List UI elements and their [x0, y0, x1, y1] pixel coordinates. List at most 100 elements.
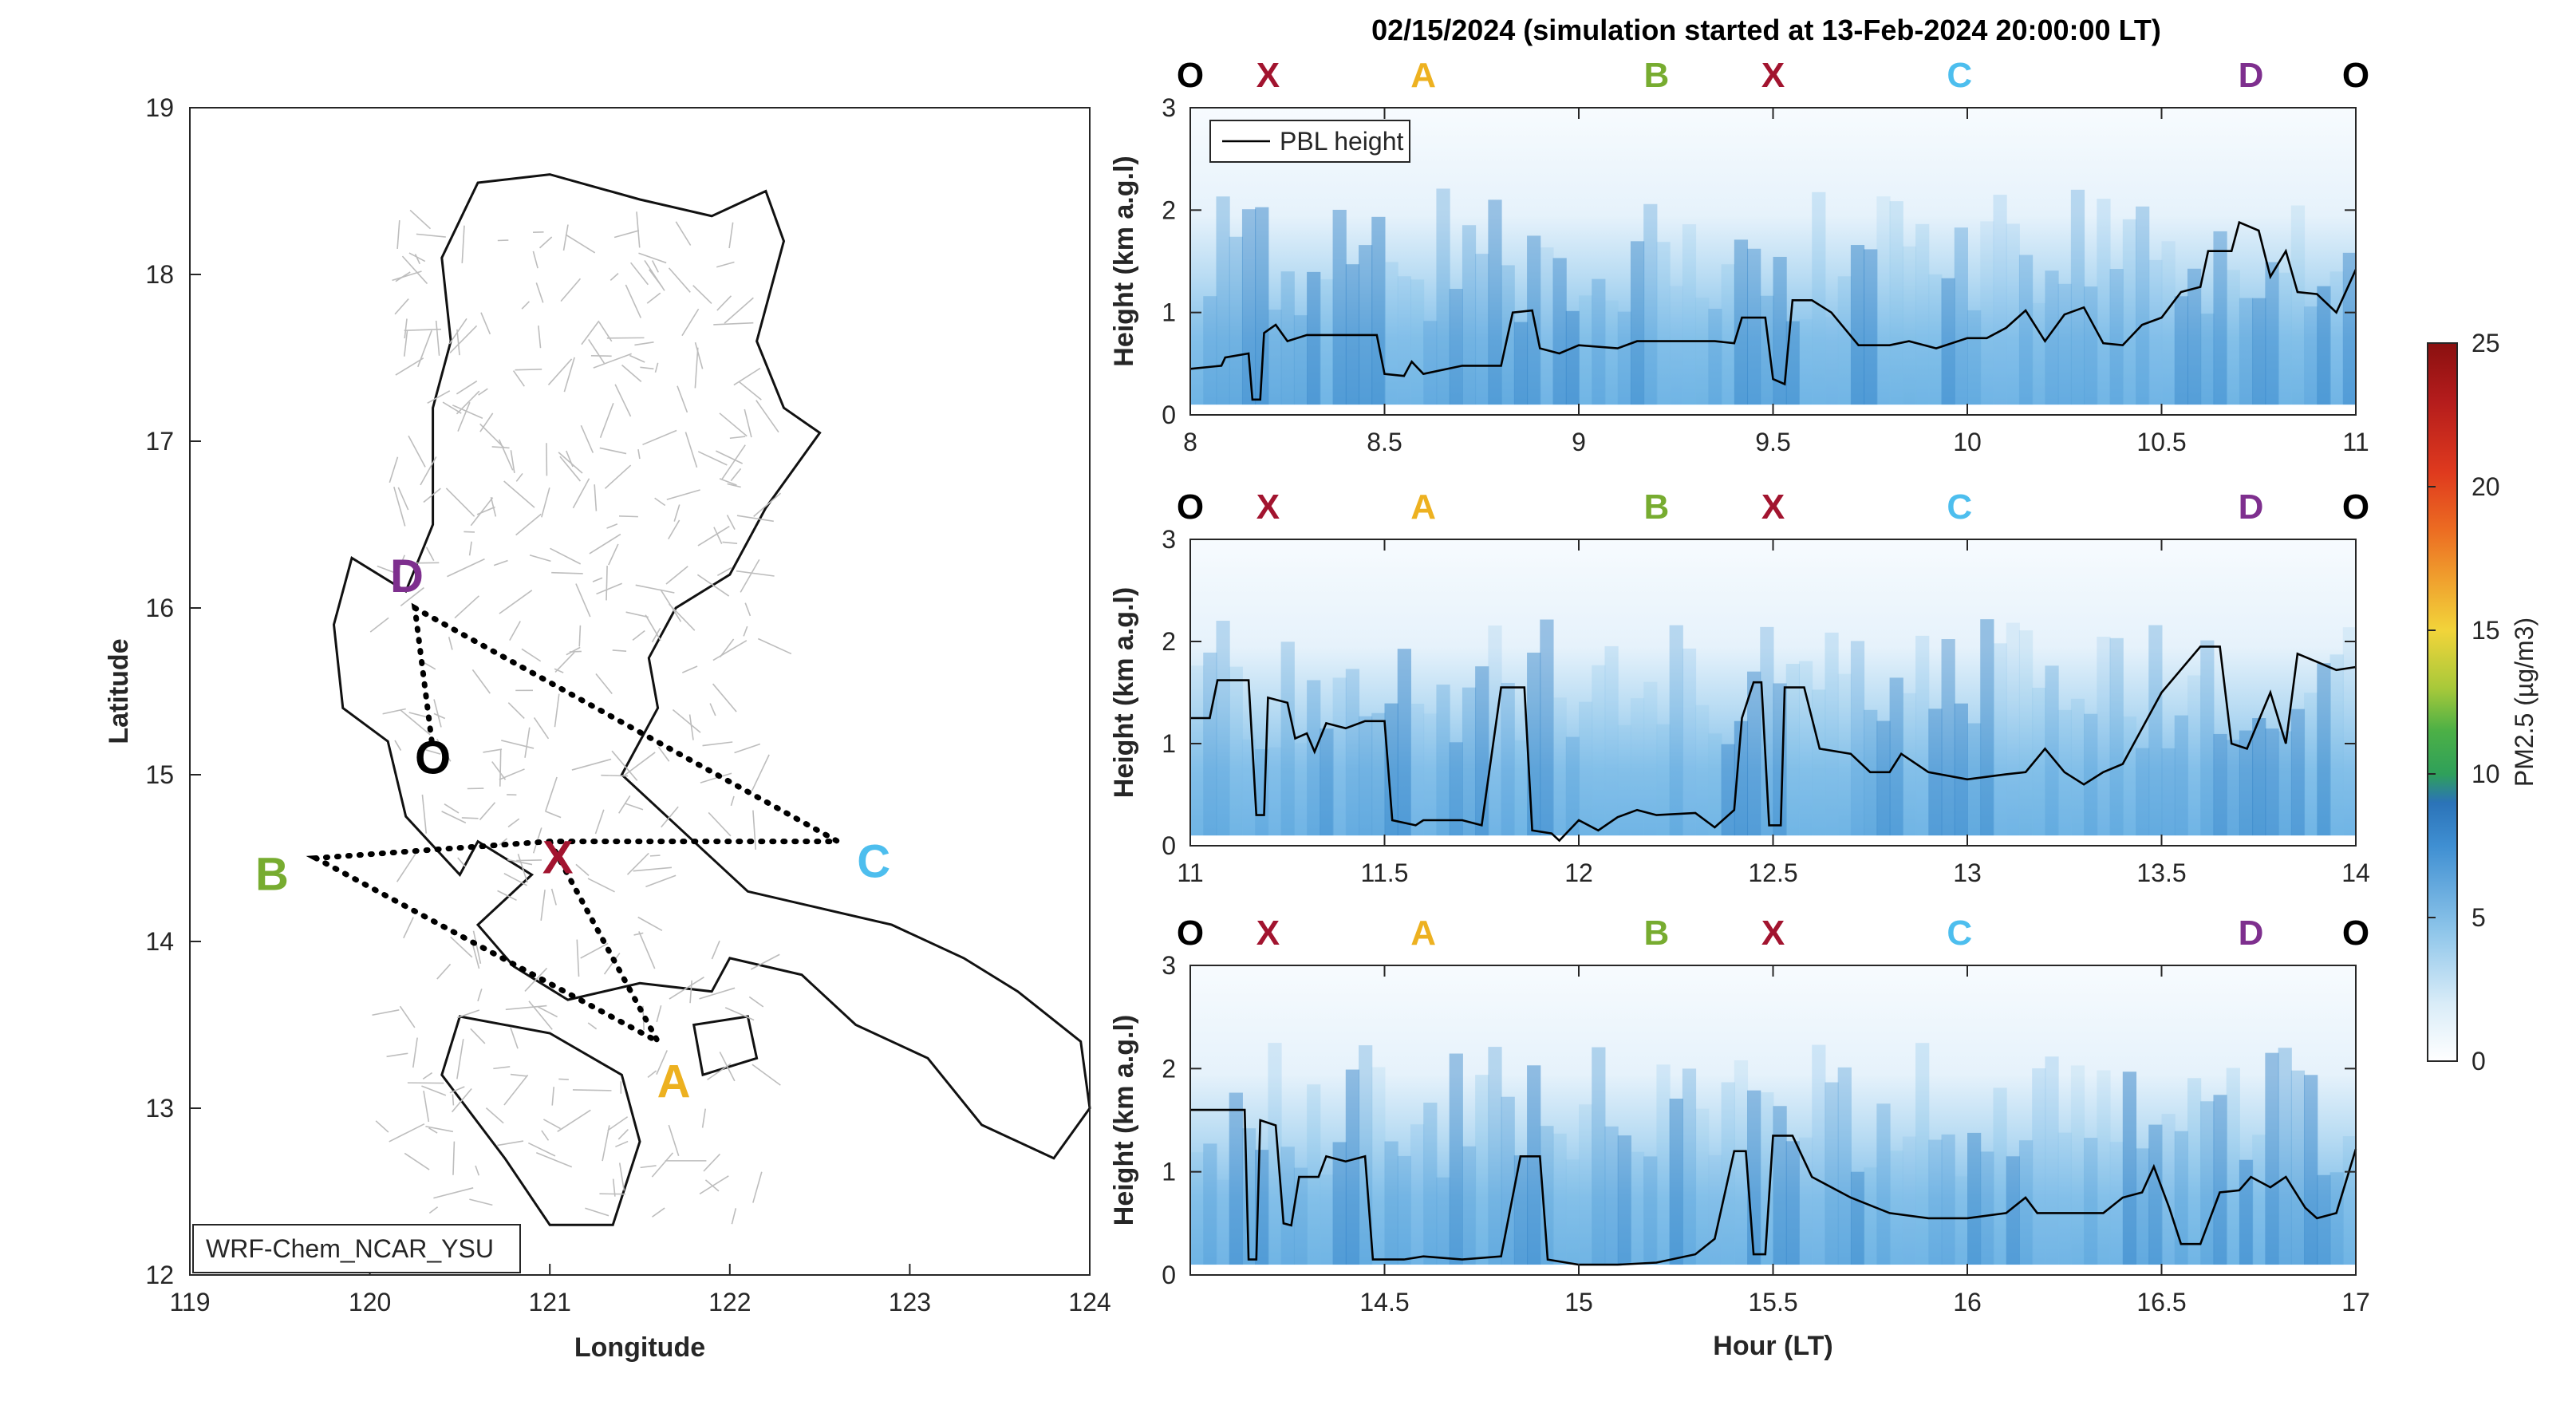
xtick-label: 10	[1953, 428, 1982, 456]
pm25-column	[1747, 1090, 1761, 1275]
pm25-column	[1617, 311, 1631, 415]
pm25-column	[1449, 742, 1463, 846]
boundary-line	[559, 456, 582, 482]
pm25-column	[1902, 246, 1917, 415]
boundary-line	[649, 855, 661, 857]
pm25-column	[2070, 189, 2085, 415]
xtick-label: 13	[1953, 858, 1982, 887]
boundary-line	[733, 367, 761, 386]
pm25-column	[1241, 739, 1256, 846]
pm25-column	[1216, 1179, 1230, 1275]
map-point-o: O	[415, 732, 451, 784]
boundary-line	[589, 533, 621, 555]
boundary-line	[669, 977, 704, 1000]
pm25-column	[1565, 1159, 1580, 1275]
boundary-line	[448, 318, 467, 345]
pm25-column	[1864, 249, 1878, 415]
map-point-b: B	[255, 849, 289, 901]
boundary-line	[456, 1039, 464, 1079]
pm25-column	[2317, 286, 2331, 415]
pm25-column	[1410, 279, 1425, 415]
boundary-line	[618, 795, 631, 814]
pm25-column	[1889, 201, 1903, 415]
boundary-line	[656, 1050, 668, 1076]
map-ytick-label: 19	[145, 93, 174, 122]
boundary-line	[751, 1064, 781, 1086]
boundary-line	[485, 1107, 504, 1124]
boundary-line	[566, 646, 581, 656]
pm25-column	[1423, 321, 1438, 415]
boundary-line	[668, 519, 680, 540]
boundary-line	[499, 838, 508, 846]
pm25-column	[2304, 306, 2318, 415]
pm25-column	[1268, 310, 1282, 415]
pbl-height-line	[1189, 220, 2357, 401]
pm25-column	[1540, 247, 1554, 415]
colorbar-tick-label: 20	[2471, 472, 2500, 501]
top-site-label-o: O	[1177, 914, 1204, 953]
boundary-line	[412, 1037, 418, 1068]
boundary-line	[433, 699, 442, 728]
boundary-line	[416, 233, 446, 238]
pm25-column	[1656, 1064, 1671, 1275]
boundary-line	[633, 866, 673, 872]
boundary-line	[657, 746, 670, 762]
boundary-line	[716, 295, 732, 311]
pm25-column	[1850, 641, 1865, 846]
boundary-line	[703, 1153, 721, 1172]
boundary-line	[509, 621, 521, 641]
pm25-field	[1190, 965, 2356, 1275]
boundary-line	[507, 818, 520, 828]
pm25-column	[1785, 1141, 1800, 1275]
boundary-line	[400, 709, 431, 736]
boundary-line	[377, 565, 395, 574]
pm25-column	[2187, 268, 2202, 415]
pm25-column	[2148, 1124, 2163, 1275]
boundary-line	[547, 358, 573, 385]
pm25-column	[1837, 276, 1852, 415]
boundary-line	[752, 810, 756, 850]
pm25-column	[1527, 1065, 1541, 1275]
pm25-column	[2329, 271, 2344, 415]
pm25-column	[1798, 1137, 1813, 1275]
boundary-line	[565, 234, 596, 254]
pm25-column	[2045, 270, 2059, 415]
boundary-line	[689, 980, 692, 1004]
boundary-line	[468, 541, 472, 556]
pm25-column	[1928, 708, 1943, 846]
top-site-label-o: O	[2342, 914, 2369, 953]
heatmap-panel-3: 14.5 15 15.5 16 16.5 17 0 1 2 3 Height (km a.g.l) H…	[1109, 914, 2370, 1361]
boundary-line	[635, 584, 675, 594]
boundary-line	[713, 527, 723, 544]
boundary-line	[612, 1178, 616, 1197]
boundary-line	[400, 586, 424, 606]
pm25-column	[2045, 1056, 2059, 1275]
boundary-line	[571, 758, 612, 771]
boundary-line	[507, 858, 533, 866]
pm25-column	[1320, 279, 1334, 415]
map-xtick-label: 119	[169, 1288, 210, 1316]
boundary-line	[580, 424, 594, 453]
pm25-column	[2006, 1156, 2020, 1275]
pm25-column	[1669, 625, 1683, 846]
boundary-line	[420, 456, 437, 486]
boundary-line	[396, 219, 400, 250]
panel-ylabel: Height (km a.g.l)	[1109, 1015, 1139, 1226]
boundary-line	[688, 714, 694, 740]
boundary-line	[470, 1028, 486, 1044]
pm25-column	[1915, 223, 1930, 415]
boundary-line	[472, 930, 482, 964]
pm25-column	[1527, 653, 1541, 846]
boundary-line	[445, 487, 475, 517]
pm25-column	[1371, 712, 1386, 846]
pm25-column	[1993, 1087, 2007, 1275]
pm25-column	[1902, 693, 1917, 846]
map-xtick-label: 120	[349, 1288, 391, 1316]
boundary-line	[433, 712, 446, 720]
pm25-column	[2317, 1174, 2331, 1275]
pm25-column	[2148, 259, 2163, 415]
boundary-line	[551, 1087, 555, 1106]
boundary-line	[452, 1094, 455, 1106]
pm25-column	[1462, 1146, 1477, 1275]
pm25-column	[1825, 1082, 1839, 1275]
